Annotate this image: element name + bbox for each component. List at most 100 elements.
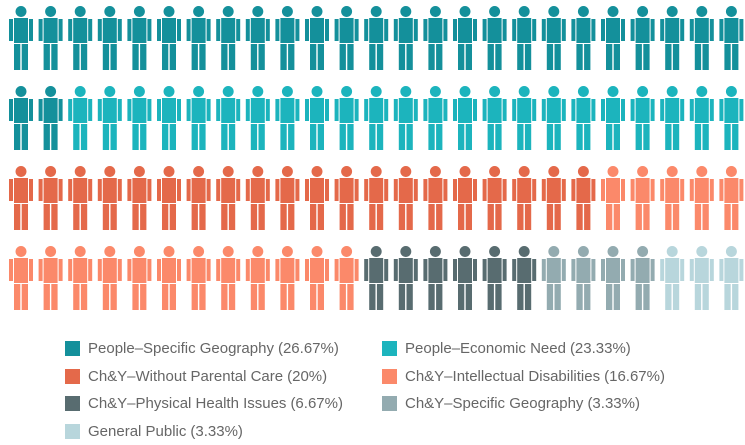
person-icon <box>38 246 63 310</box>
legend-swatch <box>65 341 80 356</box>
person-icon <box>541 86 566 150</box>
person-icon <box>245 166 270 230</box>
person-icon <box>364 166 389 230</box>
person-icon <box>571 166 596 230</box>
person-icon <box>275 166 300 230</box>
person-icon <box>630 246 655 310</box>
person-icon <box>482 246 507 310</box>
person-icon <box>127 166 152 230</box>
legend-item: Ch&Y–Without Parental Care (20%) <box>65 368 327 385</box>
person-icon <box>97 86 122 150</box>
legend-value: (16.67%) <box>604 367 665 385</box>
legend-swatch <box>65 423 80 439</box>
person-icon <box>305 166 329 230</box>
person-icon <box>157 166 181 230</box>
person-icon <box>186 86 211 150</box>
person-icon <box>245 86 270 150</box>
person-icon <box>453 166 477 230</box>
person-icon <box>571 246 596 310</box>
legend-item: Ch&Y–Physical Health Issues (6.67%) <box>65 395 343 412</box>
person-icon <box>660 166 685 230</box>
person-icon <box>453 86 477 150</box>
person-icon <box>541 166 566 230</box>
legend-value: (20%) <box>287 367 328 385</box>
legend-swatch <box>382 341 397 356</box>
person-icon <box>275 6 300 70</box>
person-icon <box>571 86 596 150</box>
person-icon <box>601 6 625 70</box>
person-icon <box>482 6 507 70</box>
legend-value: (3.33%) <box>190 422 243 440</box>
legend-swatch <box>382 396 397 411</box>
person-icon <box>68 6 93 70</box>
legend-swatch <box>382 368 397 384</box>
legend-item: Ch&Y–Specific Geography (3.33%) <box>382 395 640 412</box>
person-icon <box>541 6 566 70</box>
person-icon <box>9 6 33 70</box>
legend-swatch <box>65 396 80 411</box>
person-icon <box>689 166 714 230</box>
person-icon <box>68 166 93 230</box>
person-icon <box>541 246 566 310</box>
person-icon <box>216 166 241 230</box>
person-icon <box>512 86 537 150</box>
person-icon <box>364 6 389 70</box>
person-icon <box>423 86 448 150</box>
legend-label: Ch&Y–Without Parental Care <box>88 367 284 385</box>
person-icon <box>334 6 359 70</box>
person-icon <box>689 86 714 150</box>
person-icon <box>393 86 418 150</box>
person-icon <box>660 86 685 150</box>
legend-label: Ch&Y–Intellectual Disabilities <box>405 367 601 385</box>
person-icon <box>423 246 448 310</box>
person-icon <box>97 166 122 230</box>
legend-item: People–Specific Geography (26.67%) <box>65 340 339 357</box>
person-icon <box>127 6 152 70</box>
person-icon <box>334 166 359 230</box>
legend-label: Ch&Y–Specific Geography <box>405 395 584 412</box>
person-icon <box>601 246 625 310</box>
person-icon <box>127 246 152 310</box>
person-icon <box>512 246 537 310</box>
person-icon <box>97 6 122 70</box>
person-icon <box>719 246 744 310</box>
person-icon <box>482 86 507 150</box>
person-icon <box>571 6 596 70</box>
legend-item: Ch&Y–Intellectual Disabilities (16.67%) <box>382 368 665 385</box>
person-icon <box>334 246 359 310</box>
person-icon <box>68 86 93 150</box>
person-icon <box>9 86 33 150</box>
person-icon <box>719 86 744 150</box>
person-icon <box>512 6 537 70</box>
person-icon <box>719 6 744 70</box>
person-icon <box>245 6 270 70</box>
person-icon <box>38 166 63 230</box>
person-icon <box>275 86 300 150</box>
person-icon <box>630 86 655 150</box>
person-icon <box>364 246 389 310</box>
person-icon <box>186 246 211 310</box>
person-icon <box>601 166 625 230</box>
person-icon <box>157 86 181 150</box>
legend-value: (23.33%) <box>569 340 631 357</box>
person-icon <box>216 246 241 310</box>
person-icon <box>453 246 477 310</box>
person-icon <box>275 246 300 310</box>
person-icon <box>38 6 63 70</box>
person-icon <box>689 246 714 310</box>
person-icon <box>453 6 477 70</box>
person-icon <box>393 166 418 230</box>
person-icon <box>68 246 93 310</box>
person-icon <box>630 6 655 70</box>
legend-label: People–Economic Need <box>405 340 566 357</box>
legend-value: (26.67%) <box>277 340 339 357</box>
person-icon <box>305 86 329 150</box>
person-icon <box>216 6 241 70</box>
person-icon <box>660 6 685 70</box>
person-icon <box>9 246 33 310</box>
person-icon <box>334 86 359 150</box>
person-icon <box>630 166 655 230</box>
legend-item: General Public (3.33%) <box>65 423 243 440</box>
person-icon <box>423 6 448 70</box>
